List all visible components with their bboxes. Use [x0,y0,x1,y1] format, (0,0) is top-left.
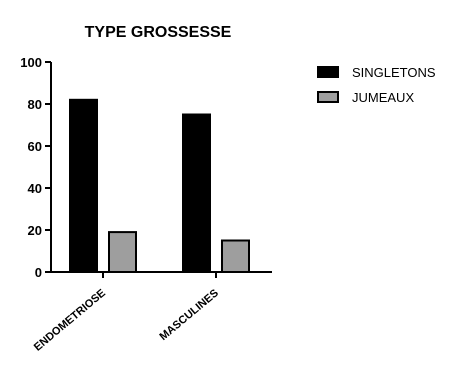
chart-bars [69,98,250,274]
chart-axes: 0 20 40 60 80 100 ENDOMETRIOSE MASCULINES [20,55,272,354]
legend-label: JUMEAUX [352,90,414,105]
chart-title: TYPE GROSSESSE [85,24,232,41]
legend-label: SINGLETONS [352,65,436,80]
bar-singletons-endometriose [69,98,98,273]
y-tick-label: 100 [20,55,42,70]
legend-swatch [317,91,339,103]
y-tick-label: 20 [28,223,42,238]
y-tick-label: 0 [35,265,42,280]
x-tick-label: ENDOMETRIOSE [32,287,108,354]
x-tick-label: MASCULINES [157,287,220,343]
y-tick-label: 80 [28,97,42,112]
y-tick-label: 60 [28,139,42,154]
bar-singletons-masculines [182,113,211,273]
legend-swatch [317,66,339,78]
bar-jumeaux-masculines [221,239,250,273]
bar-jumeaux-endometriose [108,231,137,274]
y-tick-label: 40 [28,181,42,196]
chart-legend: SINGLETONS JUMEAUX [317,65,436,105]
